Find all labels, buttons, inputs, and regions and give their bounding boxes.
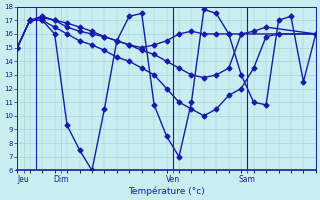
X-axis label: Température (°c): Température (°c): [128, 186, 205, 196]
